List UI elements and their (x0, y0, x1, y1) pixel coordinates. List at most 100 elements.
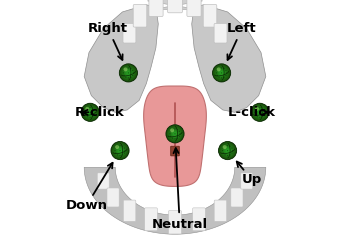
Circle shape (113, 144, 127, 158)
Circle shape (82, 104, 98, 120)
Circle shape (223, 146, 232, 155)
Circle shape (220, 143, 236, 158)
Circle shape (130, 76, 132, 78)
Circle shape (222, 145, 233, 156)
FancyBboxPatch shape (214, 23, 227, 43)
Circle shape (216, 67, 228, 79)
Circle shape (116, 146, 124, 155)
Text: Neutral: Neutral (152, 218, 208, 231)
Circle shape (170, 129, 180, 139)
Circle shape (226, 149, 229, 152)
Circle shape (219, 71, 224, 75)
Circle shape (118, 148, 122, 153)
Circle shape (114, 145, 126, 157)
Circle shape (169, 127, 181, 140)
Circle shape (171, 130, 179, 138)
Circle shape (166, 125, 184, 143)
Circle shape (257, 109, 263, 116)
Circle shape (127, 71, 130, 74)
Circle shape (258, 111, 261, 114)
Circle shape (259, 111, 261, 113)
Circle shape (212, 64, 231, 82)
Circle shape (82, 104, 99, 121)
Circle shape (264, 109, 265, 110)
Circle shape (120, 65, 136, 81)
Circle shape (174, 133, 176, 135)
Circle shape (230, 154, 231, 156)
FancyBboxPatch shape (168, 0, 182, 13)
Circle shape (125, 69, 132, 76)
Circle shape (218, 141, 237, 160)
Text: Up: Up (241, 173, 261, 186)
Circle shape (122, 66, 135, 79)
Circle shape (172, 131, 178, 137)
Circle shape (227, 150, 228, 151)
Circle shape (220, 71, 223, 74)
Circle shape (214, 65, 230, 81)
Circle shape (119, 64, 138, 82)
Circle shape (221, 144, 234, 157)
Circle shape (124, 67, 127, 71)
Circle shape (174, 133, 176, 135)
Circle shape (88, 110, 92, 114)
Circle shape (126, 70, 131, 76)
Circle shape (89, 111, 92, 114)
Circle shape (225, 75, 226, 76)
Circle shape (120, 65, 136, 81)
Circle shape (132, 70, 133, 71)
Circle shape (257, 110, 262, 115)
Circle shape (81, 103, 99, 121)
Circle shape (224, 147, 231, 154)
Circle shape (252, 105, 267, 120)
Circle shape (255, 107, 259, 111)
Circle shape (121, 66, 135, 80)
Circle shape (214, 65, 229, 81)
Circle shape (262, 107, 263, 109)
Circle shape (215, 66, 228, 79)
Circle shape (251, 104, 268, 121)
Circle shape (86, 108, 95, 117)
Circle shape (174, 133, 176, 135)
Circle shape (112, 142, 128, 159)
Circle shape (255, 114, 256, 115)
Circle shape (225, 148, 230, 153)
Circle shape (169, 128, 181, 140)
Circle shape (225, 147, 231, 154)
Circle shape (87, 107, 88, 109)
Circle shape (123, 68, 134, 78)
Circle shape (117, 146, 118, 147)
Circle shape (256, 108, 264, 117)
Circle shape (231, 152, 232, 154)
Circle shape (122, 146, 123, 147)
Circle shape (133, 72, 134, 74)
FancyBboxPatch shape (241, 173, 253, 189)
Circle shape (264, 112, 266, 113)
Circle shape (94, 114, 95, 115)
Circle shape (217, 69, 226, 77)
Circle shape (227, 155, 228, 156)
Circle shape (127, 72, 130, 74)
Circle shape (217, 68, 226, 77)
Circle shape (222, 150, 223, 151)
Circle shape (232, 150, 233, 151)
Circle shape (214, 66, 229, 80)
Circle shape (124, 147, 125, 149)
Circle shape (126, 71, 131, 75)
Circle shape (128, 67, 129, 69)
Circle shape (225, 70, 226, 71)
Circle shape (116, 146, 125, 155)
FancyBboxPatch shape (133, 5, 147, 27)
Circle shape (227, 150, 229, 152)
Circle shape (119, 155, 121, 156)
Circle shape (221, 72, 222, 74)
Circle shape (223, 145, 233, 156)
Circle shape (172, 130, 178, 137)
Circle shape (255, 107, 265, 118)
Circle shape (94, 112, 96, 113)
Circle shape (256, 109, 264, 116)
Text: Left: Left (227, 22, 257, 35)
Circle shape (223, 146, 232, 155)
Circle shape (251, 103, 268, 121)
Circle shape (170, 128, 174, 132)
Circle shape (122, 66, 135, 80)
